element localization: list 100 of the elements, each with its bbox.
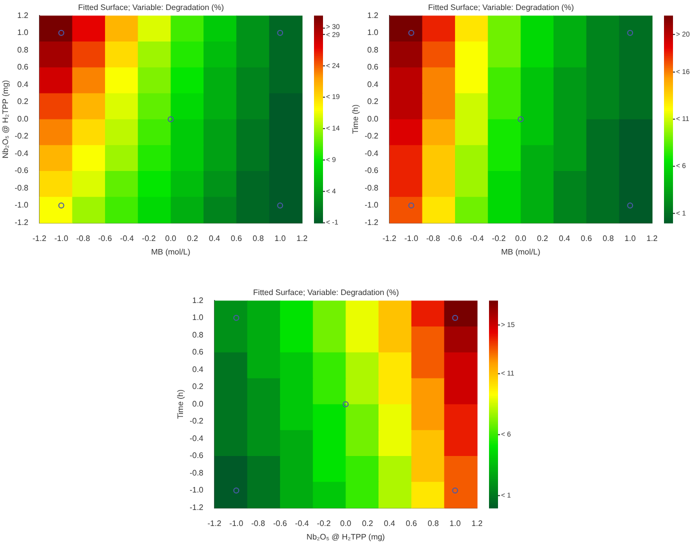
y-tick-label: -0.2 bbox=[190, 416, 204, 426]
x-tick-label: -0.4 bbox=[120, 234, 134, 243]
x-axis-title: MB (mol/L) bbox=[151, 247, 191, 256]
x-tick-label: -0.4 bbox=[295, 518, 310, 528]
x-tick-label: -1.2 bbox=[32, 234, 47, 243]
y-tick-label: -0.8 bbox=[190, 468, 204, 478]
y-tick-label: 0.4 bbox=[17, 80, 29, 89]
y-axis-title: Time (h) bbox=[176, 389, 186, 419]
chart-title: Fitted Surface; Variable: Degradation (%) bbox=[253, 288, 400, 298]
x-tick-label: 1.0 bbox=[450, 518, 462, 528]
x-axis-title: Nb₂O₅ @ H₂TPP (mg) bbox=[306, 532, 386, 542]
x-tick-label: 0.6 bbox=[230, 234, 242, 243]
point bbox=[233, 314, 240, 321]
y-tick-label: -0.6 bbox=[190, 451, 204, 460]
y-tick-label: -0.8 bbox=[364, 183, 379, 192]
y-tick-label: -0.6 bbox=[364, 166, 379, 176]
y-tick-label: 0.8 bbox=[17, 45, 29, 54]
y-tick-label: 0.4 bbox=[192, 364, 204, 374]
y-axis-title: Nb₂O₅ @ H₂TPP (mg) bbox=[1, 80, 10, 158]
point bbox=[58, 30, 64, 36]
y-tick-label: -1.0 bbox=[14, 200, 29, 210]
point bbox=[408, 30, 414, 36]
point bbox=[452, 488, 458, 494]
y-tick-label: 0.0 bbox=[367, 114, 379, 124]
y-tick-label: -0.8 bbox=[14, 183, 29, 192]
x-tick-label: 1.2 bbox=[296, 234, 308, 243]
x-tick-label: -0.6 bbox=[448, 234, 462, 243]
x-tick-label: 0.2 bbox=[537, 234, 549, 243]
y-tick-label: -1.2 bbox=[14, 218, 29, 228]
x-tick-label: 0.8 bbox=[602, 234, 614, 243]
point bbox=[342, 401, 349, 408]
point bbox=[168, 116, 174, 122]
y-tick-label: -1.0 bbox=[364, 200, 379, 210]
x-tick-label: 0.8 bbox=[428, 518, 440, 528]
chart-title: Fitted Surface; Variable: Degradation (%) bbox=[78, 3, 224, 12]
y-tick-label: 0.8 bbox=[192, 330, 204, 340]
y-tick-label: 1.0 bbox=[367, 28, 379, 38]
x-tick-label: -1.0 bbox=[229, 518, 244, 528]
x-tick-label: 0.0 bbox=[340, 518, 352, 528]
x-tick-label: 0.4 bbox=[208, 234, 221, 243]
y-tick-label: 0.2 bbox=[367, 97, 379, 106]
point bbox=[627, 30, 634, 36]
y-tick-label: -0.2 bbox=[364, 132, 379, 141]
x-tick-label: -0.8 bbox=[76, 234, 91, 243]
x-tick-label: 1.2 bbox=[646, 234, 658, 243]
y-tick-label: -1.0 bbox=[190, 486, 204, 495]
x-tick-label: -1.2 bbox=[382, 234, 397, 243]
chart-title: Fitted Surface; Variable: Degradation (%) bbox=[428, 3, 574, 12]
x-tick-label: 1.0 bbox=[624, 234, 636, 243]
x-tick-label: -1.0 bbox=[404, 234, 419, 243]
x-tick-label: 0.4 bbox=[384, 518, 396, 528]
y-tick-label: -0.4 bbox=[364, 148, 379, 158]
x-tick-label: 0.6 bbox=[406, 518, 418, 528]
y-tick-label: 0.2 bbox=[17, 97, 29, 106]
y-tick-label: 1.0 bbox=[192, 313, 204, 322]
x-tick-label: 1.2 bbox=[471, 518, 484, 528]
y-tick-label: 0.0 bbox=[192, 399, 204, 408]
x-tick-label: 0.0 bbox=[515, 234, 527, 243]
y-tick-label: 1.2 bbox=[192, 296, 204, 305]
point bbox=[233, 488, 240, 494]
y-tick-label: -1.2 bbox=[190, 503, 204, 512]
point bbox=[452, 314, 458, 321]
x-tick-label: -0.8 bbox=[251, 518, 266, 528]
x-tick-label: -0.2 bbox=[316, 518, 332, 528]
point bbox=[408, 202, 414, 209]
x-tick-label: 0.0 bbox=[165, 234, 177, 243]
point bbox=[518, 116, 524, 122]
x-tick-label: 1.0 bbox=[274, 234, 286, 243]
y-tick-label: -1.2 bbox=[364, 218, 379, 228]
y-axis-title: Time (h) bbox=[351, 104, 360, 134]
y-tick-label: 0.8 bbox=[367, 45, 379, 54]
x-tick-label: -0.2 bbox=[492, 234, 506, 243]
x-tick-label: -0.6 bbox=[98, 234, 112, 243]
point bbox=[277, 202, 284, 209]
x-tick-label: -1.2 bbox=[207, 518, 222, 528]
y-tick-label: 1.2 bbox=[367, 10, 379, 20]
y-tick-label: 0.2 bbox=[192, 382, 204, 392]
y-tick-label: 0.6 bbox=[192, 348, 204, 357]
point bbox=[627, 202, 634, 209]
y-tick-label: 0.6 bbox=[367, 62, 379, 72]
x-tick-label: -0.2 bbox=[142, 234, 156, 243]
x-tick-label: -0.8 bbox=[426, 234, 441, 243]
x-axis-title: MB (mol/L) bbox=[501, 247, 541, 256]
x-tick-label: -0.6 bbox=[273, 518, 288, 528]
y-tick-label: 0.6 bbox=[17, 62, 29, 72]
x-tick-label: 0.6 bbox=[580, 234, 592, 243]
point bbox=[277, 30, 284, 36]
y-tick-label: -0.2 bbox=[14, 132, 29, 141]
x-tick-label: 0.8 bbox=[252, 234, 264, 243]
x-tick-label: -1.0 bbox=[54, 234, 69, 243]
point bbox=[58, 202, 64, 209]
y-tick-label: -0.4 bbox=[14, 148, 29, 158]
y-tick-label: -0.4 bbox=[190, 434, 204, 443]
y-tick-label: 0.4 bbox=[367, 80, 379, 89]
x-tick-label: 0.4 bbox=[558, 234, 571, 243]
y-tick-label: -0.6 bbox=[14, 166, 29, 176]
y-tick-label: 1.2 bbox=[17, 10, 29, 20]
x-tick-label: -0.4 bbox=[470, 234, 484, 243]
y-tick-label: 0.0 bbox=[17, 114, 29, 124]
y-tick-label: 1.0 bbox=[17, 28, 29, 38]
